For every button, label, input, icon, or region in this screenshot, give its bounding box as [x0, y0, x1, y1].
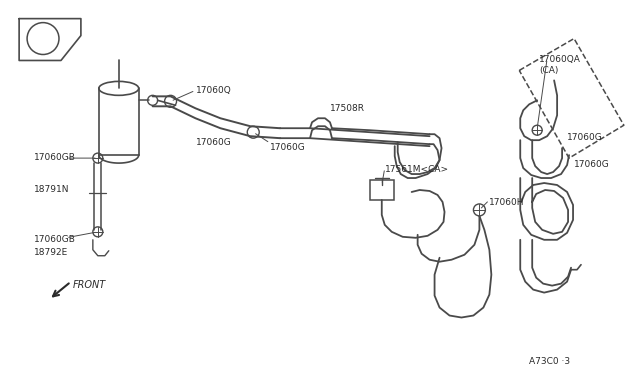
Text: 17060G: 17060G	[195, 138, 231, 147]
Text: 17060QA
(CA): 17060QA (CA)	[539, 55, 581, 75]
Text: 17060GB: 17060GB	[34, 235, 76, 244]
Text: 17060Q: 17060Q	[195, 86, 231, 95]
Text: 17508R: 17508R	[330, 104, 365, 113]
Text: 17561M<CA>: 17561M<CA>	[385, 165, 449, 174]
Text: 18792E: 18792E	[34, 248, 68, 257]
Text: 17060G: 17060G	[270, 143, 306, 152]
Text: FRONT: FRONT	[73, 280, 106, 290]
Text: 17060GB: 17060GB	[34, 153, 76, 162]
Text: 17060G: 17060G	[567, 133, 603, 142]
Text: A73C0 ·3: A73C0 ·3	[529, 357, 570, 366]
Text: 17060H: 17060H	[490, 198, 525, 207]
Bar	[370, 180, 394, 200]
Text: 17060G: 17060G	[574, 160, 610, 169]
Text: 18791N: 18791N	[34, 185, 70, 194]
